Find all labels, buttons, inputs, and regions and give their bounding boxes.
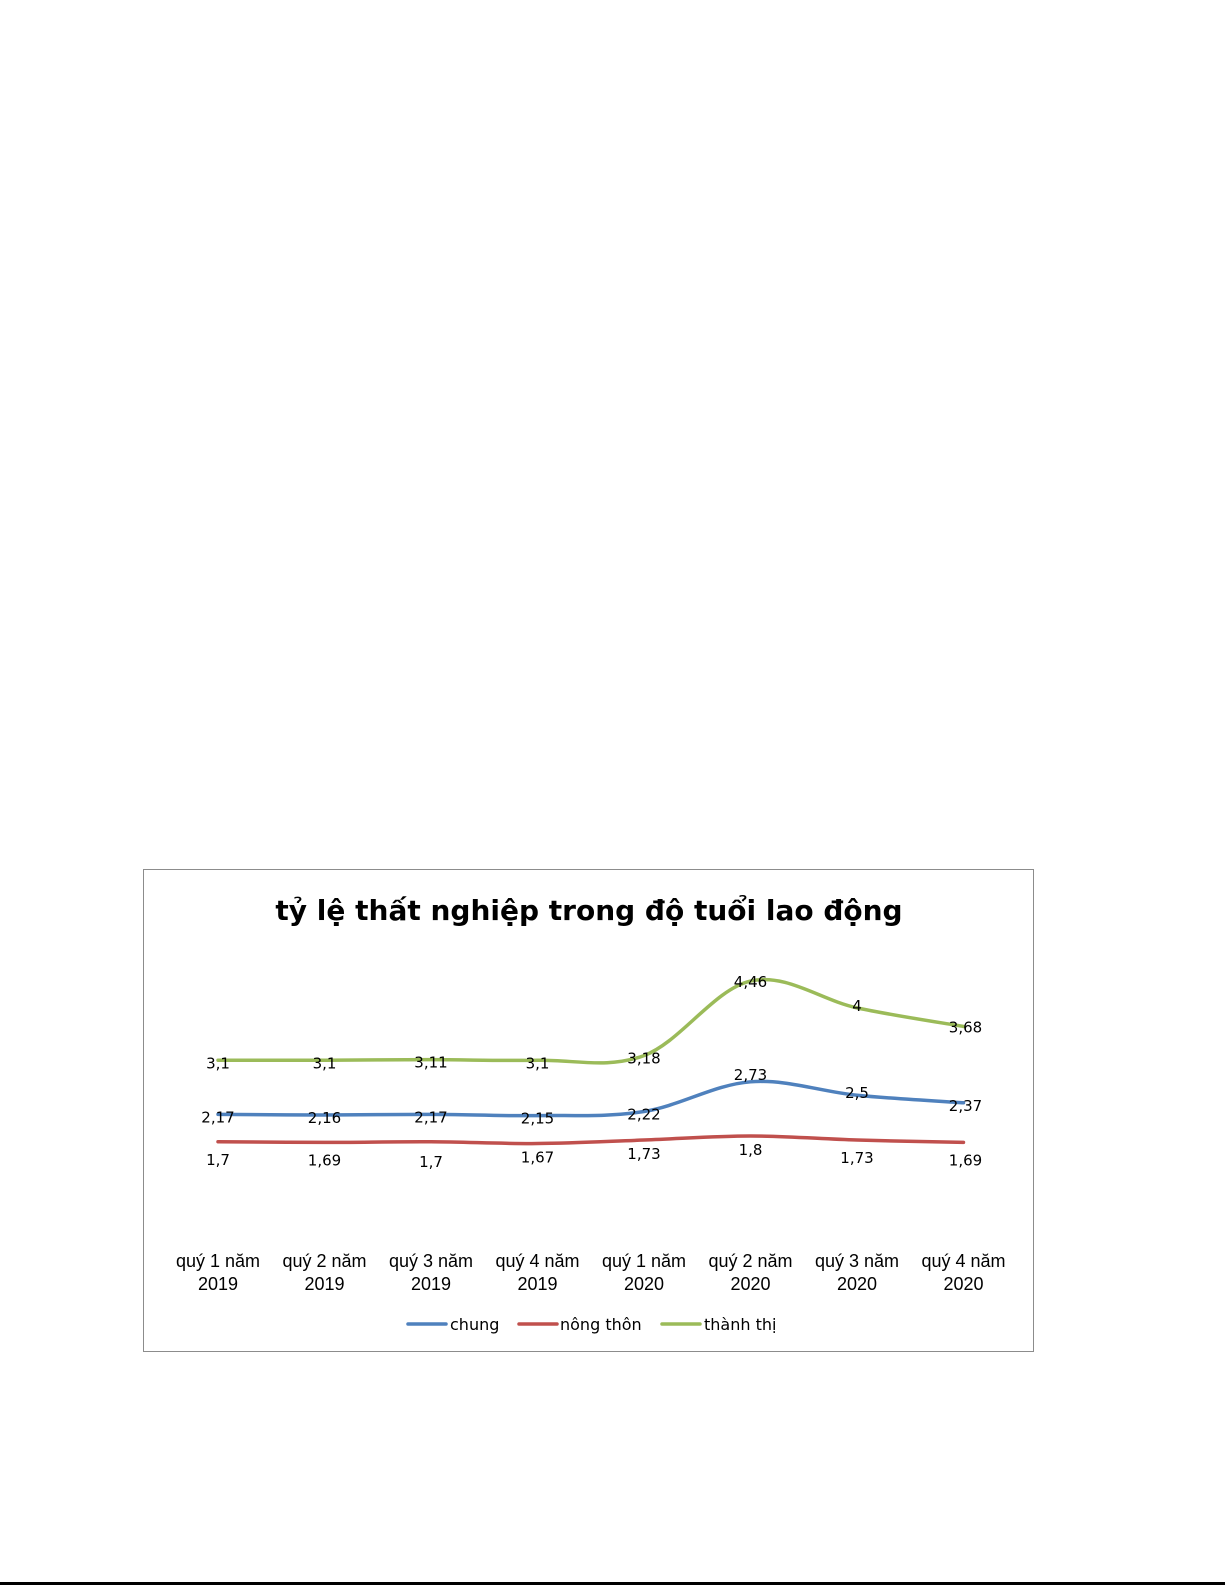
x-tick-label: quý 4 năm 2019 <box>495 1251 579 1294</box>
legend-label-2: thành thị <box>704 1315 776 1334</box>
data-label: 3,11 <box>414 1054 447 1072</box>
data-label: 3,1 <box>206 1054 230 1072</box>
data-label: 3,68 <box>949 1018 982 1036</box>
x-tick-label: quý 3 năm 2019 <box>389 1251 473 1294</box>
x-tick-label: quý 3 năm 2020 <box>815 1251 899 1294</box>
data-label: 3,1 <box>526 1054 550 1072</box>
data-label: 2,73 <box>734 1066 767 1084</box>
data-label: 2,15 <box>521 1110 554 1128</box>
data-label: 1,7 <box>419 1153 443 1171</box>
chart-frame: tỷ lệ thất nghiệp trong độ tuổi lao động… <box>143 869 1034 1352</box>
data-label: 2,17 <box>414 1108 447 1126</box>
series-line-0 <box>216 1079 966 1118</box>
page-bottom-rule <box>0 1582 1225 1585</box>
chart-title: tỷ lệ thất nghiệp trong độ tuổi lao động <box>275 893 902 927</box>
x-tick-label: quý 2 năm 2019 <box>282 1251 366 1294</box>
data-label: 1,69 <box>308 1151 341 1169</box>
line-chart: tỷ lệ thất nghiệp trong độ tuổi lao động… <box>176 893 1006 1334</box>
data-label: 1,67 <box>521 1149 554 1167</box>
x-tick-label: quý 4 năm 2020 <box>921 1251 1005 1294</box>
data-label: 3,18 <box>627 1050 660 1068</box>
series-line-2 <box>216 977 966 1065</box>
data-label: 1,7 <box>206 1151 230 1169</box>
legend-label-0: chung <box>450 1315 499 1334</box>
data-label: 2,17 <box>201 1108 234 1126</box>
data-label: 4 <box>852 997 862 1015</box>
legend-label-1: nông thôn <box>560 1315 642 1334</box>
x-tick-label: quý 1 năm 2020 <box>602 1251 686 1294</box>
data-label: 2,22 <box>627 1106 660 1124</box>
x-tick-label: quý 1 năm 2019 <box>176 1251 260 1294</box>
data-label: 2,5 <box>845 1084 869 1102</box>
data-label: 2,37 <box>949 1097 982 1115</box>
series-line-1 <box>216 1134 966 1146</box>
data-label: 3,1 <box>313 1054 337 1072</box>
data-label: 1,8 <box>739 1141 763 1159</box>
data-label: 1,73 <box>627 1145 660 1163</box>
data-label: 1,69 <box>949 1151 982 1169</box>
data-label: 2,16 <box>308 1109 341 1127</box>
data-label: 1,73 <box>840 1149 873 1167</box>
x-tick-label: quý 2 năm 2020 <box>708 1251 792 1294</box>
data-label: 4,46 <box>734 973 767 991</box>
